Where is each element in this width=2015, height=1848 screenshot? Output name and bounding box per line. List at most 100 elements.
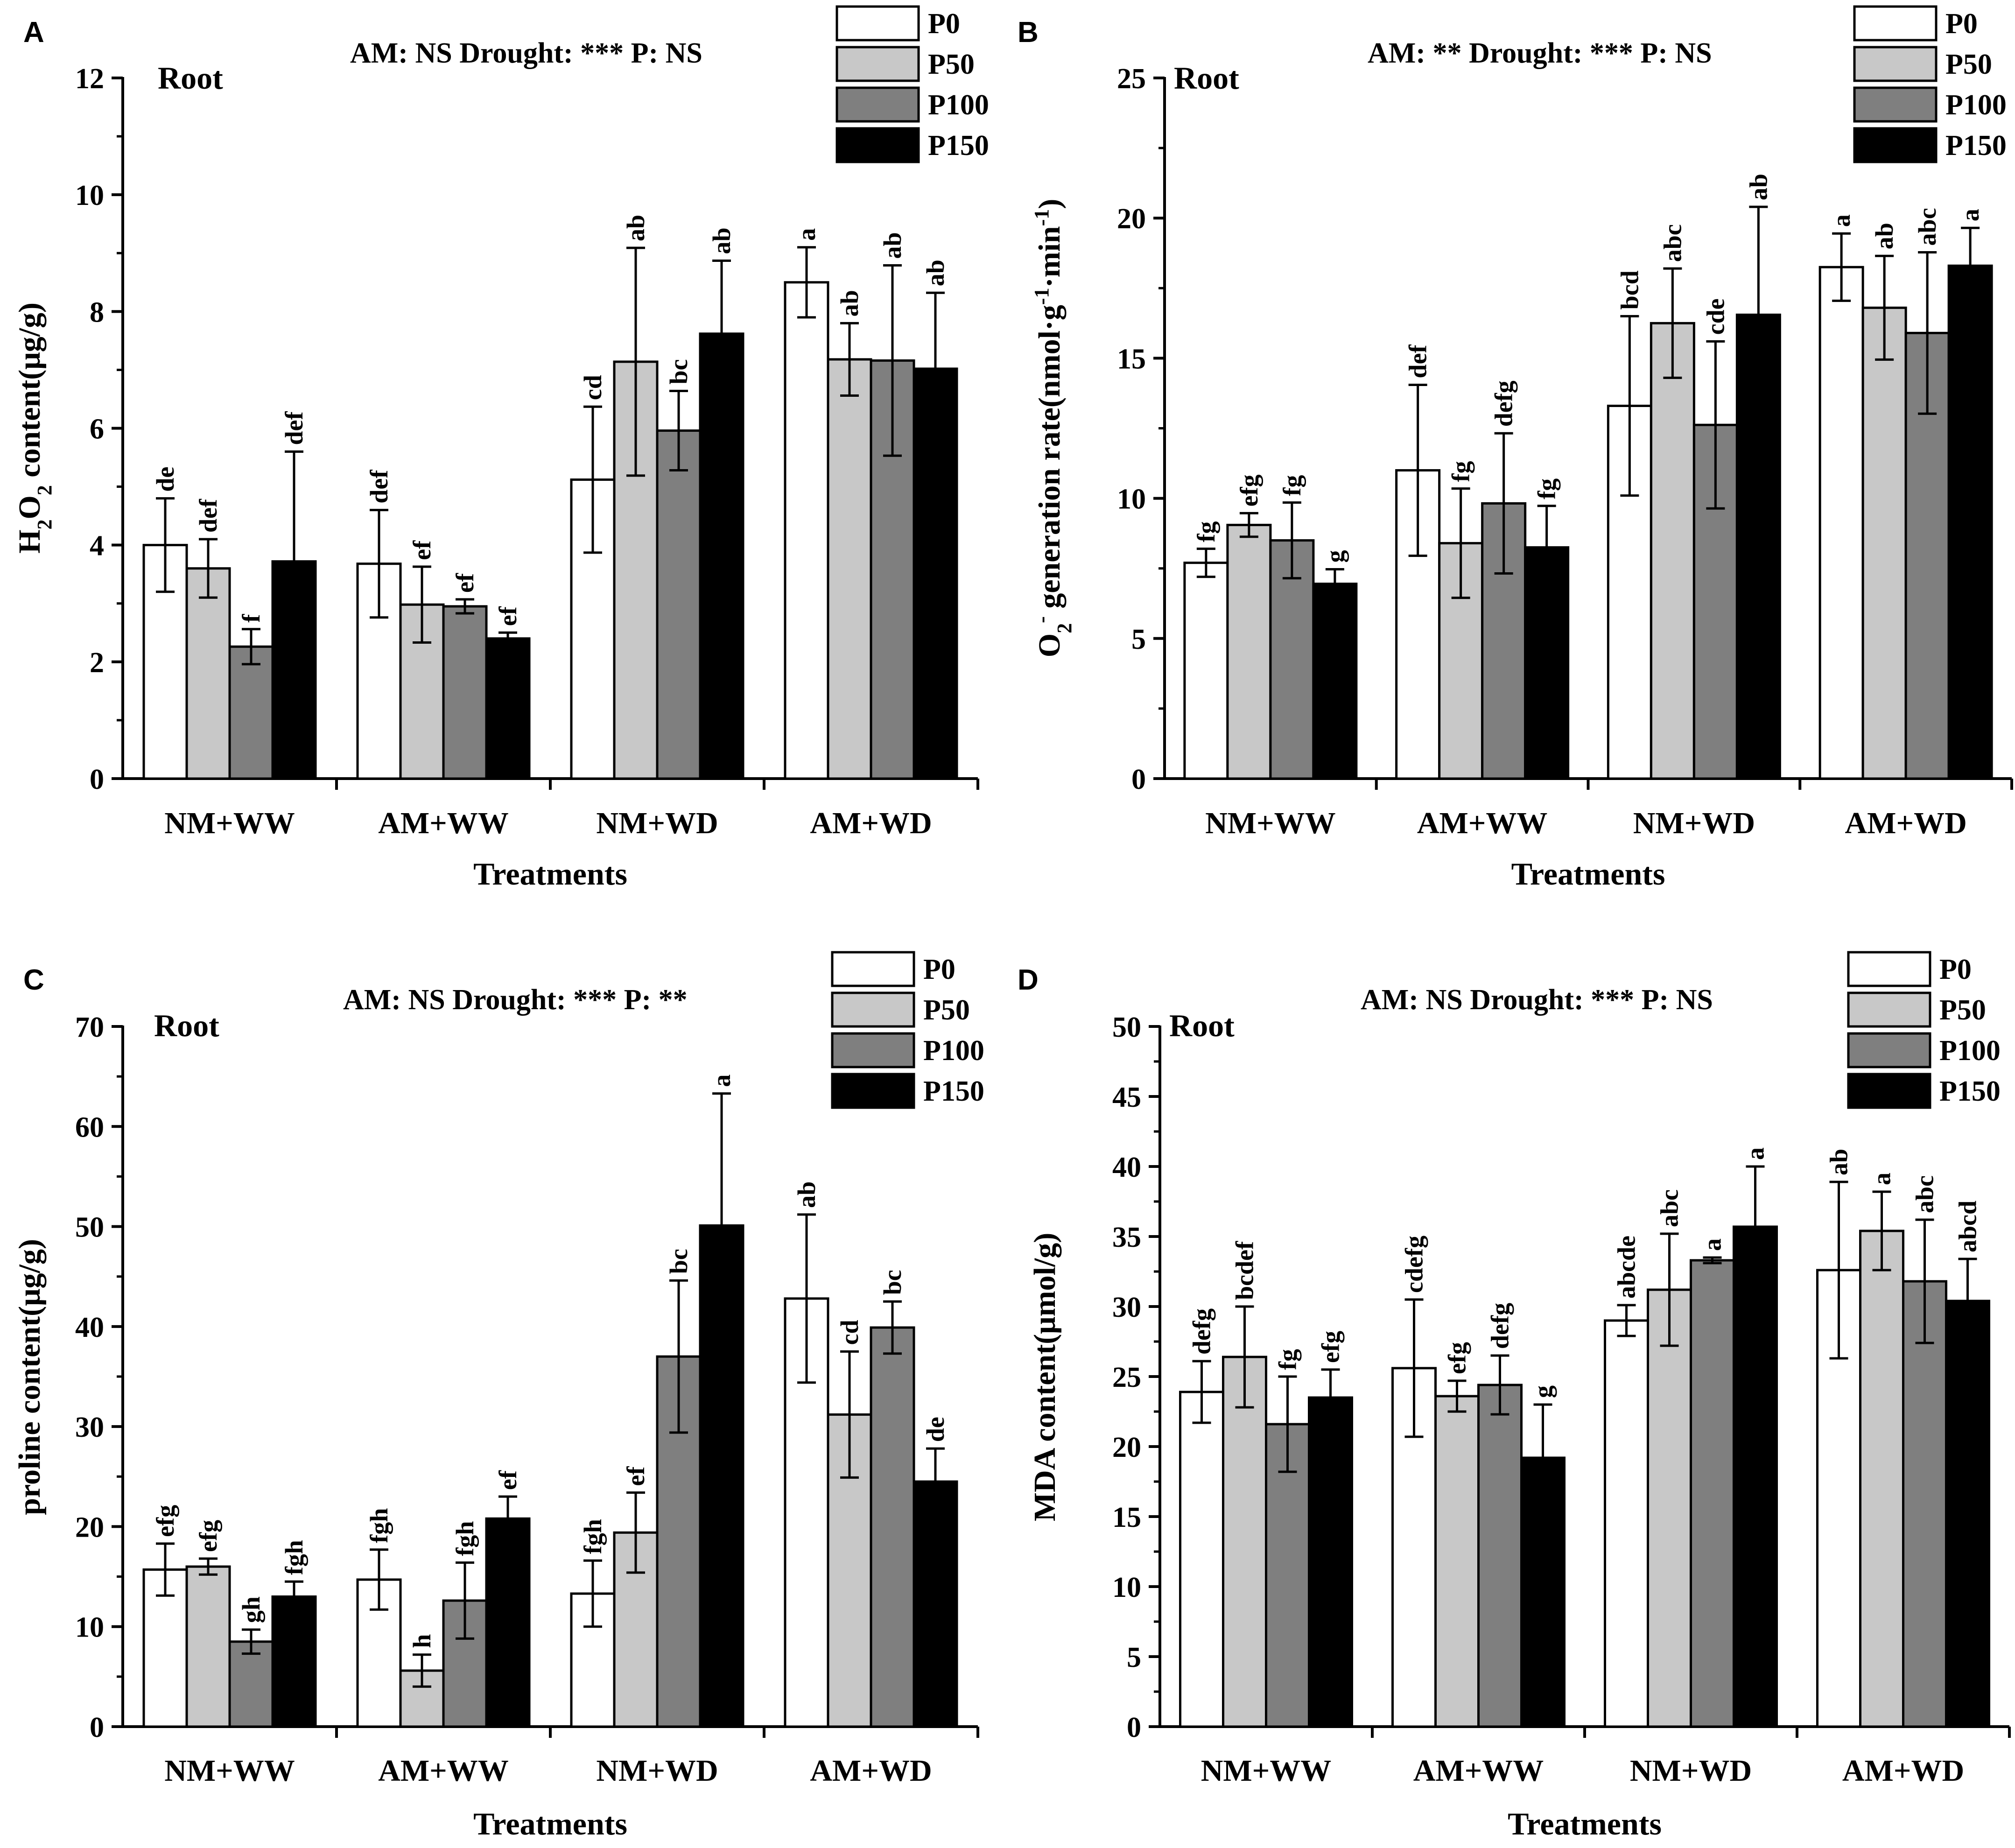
panel-a-legend-swatch [835,5,920,42]
panel-d-category-label: AM+WW [1413,1754,1544,1788]
panel-b-category-label: AM+WD [1845,806,1967,840]
panel-d-bar [1647,1288,1692,1728]
panel-a-bar [442,605,488,780]
panel-c-sig-letter: fgh [365,1508,393,1543]
panel-b-legend-swatch [1853,86,1938,123]
panel-a-bar [185,567,231,780]
panel-a-sig-letter: def [365,470,393,504]
panel-d-bar [1859,1230,1904,1728]
panel-c-stats: AM: NS Drought: *** P: ** [343,984,688,1016]
panel-d-ytick-label: 50 [1112,1012,1141,1043]
panel-b-sig-letter: cde [1701,298,1729,335]
panel-b-y-title-part: 2 [1053,623,1076,633]
panel-b-bar [1650,322,1695,780]
panel-d-category-label: AM+WD [1842,1754,1964,1788]
panel-d-ytick-label: 20 [1112,1432,1141,1463]
panel-a-y-title: H2O2 content(μg/g) [13,302,56,554]
panel-c-sig-letter: ef [494,1470,522,1490]
panel-d: D Root AM: NS Drought: *** P: NS 0 5 10 15 20 25… [1018,951,2011,1841]
panel-b-bar [1269,539,1315,780]
panel-b-sig-letter: fg [1192,521,1220,542]
panel-b-y-title-part: -1 [1030,288,1053,305]
panel-a-bar [784,281,829,780]
panel-d-bar [1434,1395,1480,1728]
panel-c-legend-label: P100 [923,1035,984,1067]
panel-d-category-label: NM+WD [1630,1754,1752,1788]
panel-d-sig-letter: a [1699,1238,1727,1251]
panel-a-sig-letter: def [194,499,222,533]
panel-a-bar [913,367,958,780]
panel-a-sig-letter: de [151,467,179,492]
panel-c-sig-letter: bc [878,1270,906,1295]
panel-b-ytick-label: 15 [1117,343,1146,375]
panel-a-ytick-label: 2 [90,647,104,679]
panel-a-sig-letter: f [237,614,265,623]
panel-b-sig-letter: def [1404,344,1432,378]
panel-d-sig-letter: efg [1317,1331,1345,1363]
panel-b-bar [1226,524,1272,780]
panel-d-sig-letter: bcdef [1231,1241,1259,1300]
panel-a-ytick-label: 0 [90,764,104,795]
panel-d-sig-letter: a [1868,1173,1896,1185]
panel-a-sig-letter: ef [494,606,522,626]
panel-b-y-title-part: ) [1032,199,1067,209]
panel-b-y-title-part: - [1030,616,1053,623]
panel-a-subtitle: Root [158,60,223,96]
panel-d-sig-letter: abc [1911,1175,1939,1213]
panel-b-category-label: AM+WW [1417,806,1548,840]
panel-d-bar [1604,1319,1649,1728]
panel-a-bar [656,429,702,780]
panel-d-bar [1945,1300,1990,1728]
panel-c-sig-letter: fgh [579,1519,607,1554]
panel-c-ytick-label: 0 [90,1712,104,1743]
panel-b: B Root AM: ** Drought: *** P: NS 0 5 10 15 20 25… [1018,5,2013,892]
panel-d-legend-label: P100 [1939,1035,2001,1067]
panel-a-legend-swatch [835,127,920,163]
panel-d-bar [1733,1225,1778,1728]
panel-c-sig-letter: cd [835,1320,864,1345]
panel-b-sig-letter: a [1827,214,1855,227]
panel-c-sig-letter: de [921,1417,949,1442]
panel-b-sig-letter: defg [1490,380,1518,427]
panel-b-y-title: O2- generation rate(nmol·g-1·min-1) [1030,199,1076,658]
panel-b-bar [1947,264,1993,780]
panel-b-y-title-part: O [1032,633,1067,657]
panel-b-sig-letter: fg [1447,461,1475,482]
panel-d-bar [1222,1356,1267,1728]
panel-b-ytick-label: 25 [1117,63,1146,95]
panel-b-y-title-part: ·min [1032,226,1067,288]
panel-a-sig-letter: ab [708,227,736,254]
panel-c-sig-letter: gh [237,1596,265,1623]
panel-c-bar [485,1517,531,1728]
panel-b-legend-swatch [1853,127,1938,163]
panel-b-bar [1818,266,1864,780]
panel-c-sig-letter: bc [665,1249,693,1274]
panel-c-ytick-label: 50 [75,1212,104,1244]
panel-d-bar [1308,1396,1353,1728]
panel-d-sig-letter: abc [1656,1189,1684,1227]
panel-d-ytick-label: 45 [1112,1082,1141,1113]
panel-c-sig-letter: ab [793,1181,821,1208]
panel-a-bar [485,637,531,780]
panel-b-letter: B [1018,16,1039,49]
panel-d-sig-letter: ab [1825,1149,1853,1175]
panel-d-ytick-label: 40 [1112,1152,1141,1183]
panel-d-ytick-label: 30 [1112,1292,1141,1323]
panel-b-sig-letter: efg [1235,474,1263,506]
panel-c-letter: C [23,964,44,996]
panel-c-subtitle: Root [154,1008,219,1043]
panel-c-sig-letter: a [708,1075,736,1087]
panel-d-legend-swatch [1847,991,1931,1028]
panel-c-ytick-label: 60 [75,1111,104,1143]
panel-a-y-title-part: H [13,530,47,554]
panel-a-y-title-part: content(μg/g) [13,302,47,485]
panel-a-bar [699,332,744,780]
panel-d-sig-letter: cdefg [1400,1236,1428,1293]
panel-c-y-title: proline content(μg/g) [13,1239,47,1515]
panel-a-bar [228,645,274,780]
panel-a-legend-label: P100 [928,89,989,121]
panel-a-sig-letter: def [280,411,308,445]
panel-d-sig-letter: g [1529,1385,1557,1398]
panel-c-bar [870,1326,915,1728]
panel-a-legend-label: P0 [928,8,960,40]
